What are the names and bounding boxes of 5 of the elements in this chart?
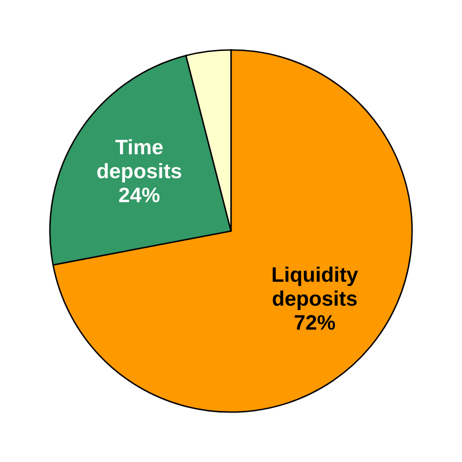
slice-label: Time deposits <box>97 139 182 182</box>
slice-label: Liquidity deposits <box>272 266 358 310</box>
data-label: 72% <box>294 315 336 330</box>
pie-slice <box>52 49 413 413</box>
data-label: 24% <box>119 188 160 202</box>
